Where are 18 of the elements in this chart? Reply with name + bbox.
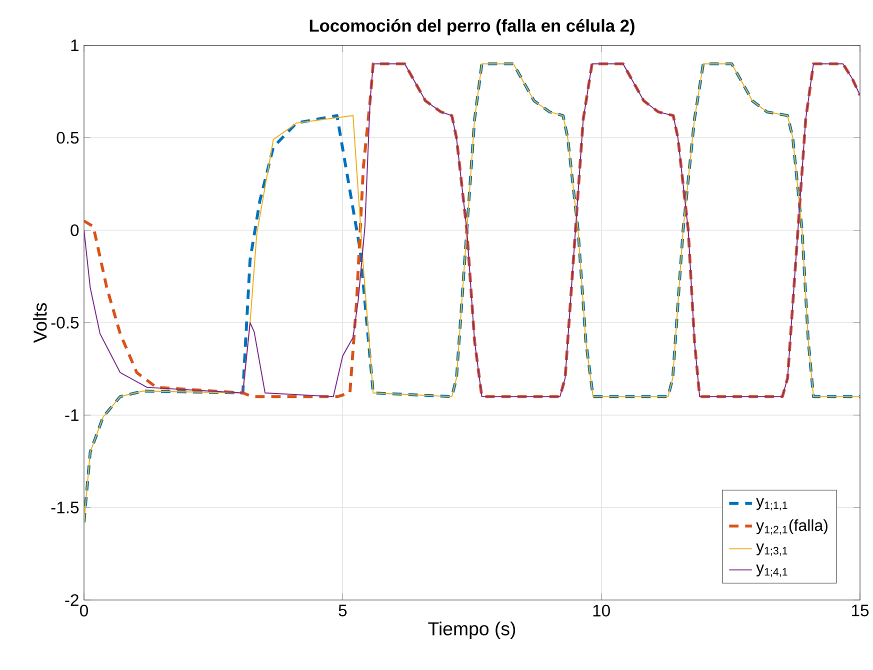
y-tick-label: -0.5 (51, 316, 79, 329)
y-tick-label: 0.5 (56, 132, 79, 144)
x-tick-label: 15 (852, 604, 869, 616)
legend-label: y$_{1;2,1}$(falla) (756, 519, 828, 535)
y-axis-title: Volts (33, 303, 47, 343)
x-tick-label: 10 (593, 604, 610, 617)
y-tick-label: 0 (70, 224, 79, 236)
y-tick-label: -1.5 (51, 502, 79, 514)
x-axis-title: Tiempo (s) (428, 622, 516, 640)
legend-label: y$_{1;1,1}$ (756, 498, 788, 510)
chart-title: Locomoción del perro (falla en célula 2) (310, 18, 634, 36)
y-tick-label: -1 (65, 409, 78, 421)
legend-label: y$_{1;3,1}$ (756, 544, 788, 556)
x-tick-label: 5 (338, 604, 347, 616)
y-tick-label: -2 (65, 594, 78, 606)
y-tick-label: 1 (71, 40, 78, 52)
legend-label: y$_{1;4,1}$ (756, 564, 788, 577)
x-tick-label: 0 (80, 604, 88, 617)
